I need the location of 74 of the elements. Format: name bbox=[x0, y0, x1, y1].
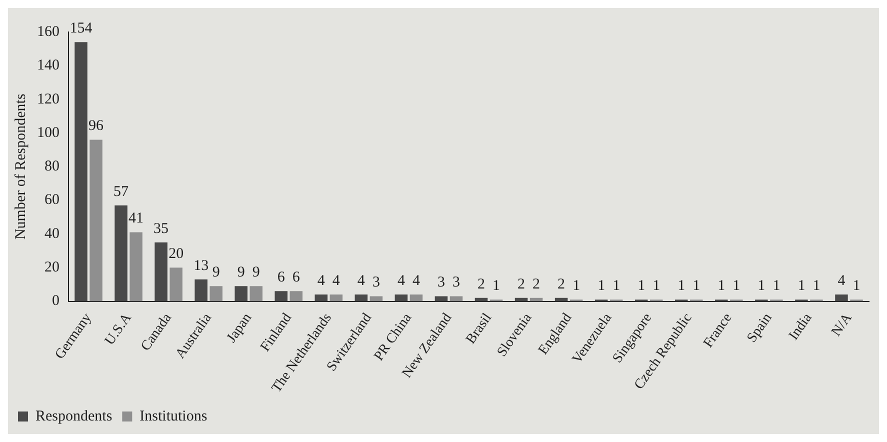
data-label: 2 bbox=[558, 276, 566, 292]
y-axis-title: Number of Respondents bbox=[12, 94, 29, 240]
y-tick-label: 40 bbox=[44, 226, 60, 242]
data-label: 4 bbox=[838, 272, 846, 289]
data-label: 1 bbox=[718, 278, 726, 294]
y-tick-label: 100 bbox=[37, 124, 60, 141]
data-label: 1 bbox=[572, 278, 580, 294]
data-label: 1 bbox=[812, 278, 820, 294]
bar bbox=[74, 42, 88, 302]
bar bbox=[354, 294, 368, 302]
data-label: 57 bbox=[114, 184, 130, 200]
bar bbox=[330, 294, 343, 302]
data-label: 4 bbox=[412, 272, 420, 289]
bar bbox=[234, 286, 248, 302]
y-tick-label: 120 bbox=[37, 91, 60, 108]
y-tick-label: 80 bbox=[44, 158, 60, 175]
data-label: 1 bbox=[732, 278, 740, 294]
bar bbox=[835, 294, 848, 302]
data-label: 1 bbox=[798, 278, 806, 294]
bar bbox=[90, 140, 102, 302]
bar bbox=[194, 279, 208, 302]
y-tick-label: 160 bbox=[37, 24, 60, 40]
bar bbox=[130, 232, 142, 302]
bar bbox=[450, 296, 463, 302]
data-label: 1 bbox=[612, 278, 620, 294]
data-label: 1 bbox=[758, 278, 766, 294]
data-label: 20 bbox=[168, 246, 184, 262]
data-label: 96 bbox=[88, 118, 104, 134]
data-label: 9 bbox=[237, 264, 245, 281]
bar bbox=[434, 296, 448, 302]
bar bbox=[274, 291, 288, 302]
data-label: 9 bbox=[212, 264, 220, 281]
data-label: 3 bbox=[437, 274, 445, 291]
legend-label: Institutions bbox=[140, 408, 208, 424]
bar bbox=[290, 291, 303, 302]
data-label: 154 bbox=[70, 20, 93, 37]
y-tick-label: 60 bbox=[44, 192, 60, 208]
data-label: 9 bbox=[252, 264, 260, 281]
x-tick-label: N/A bbox=[829, 310, 856, 340]
data-label: 6 bbox=[292, 270, 300, 286]
data-label: 4 bbox=[317, 272, 326, 289]
data-label: 1 bbox=[652, 278, 660, 294]
bar bbox=[210, 286, 222, 302]
bar bbox=[410, 294, 423, 302]
bar bbox=[314, 294, 328, 302]
bar bbox=[370, 296, 383, 302]
data-label: 1 bbox=[492, 278, 500, 294]
y-tick-label: 20 bbox=[44, 260, 60, 276]
y-tick-label: 0 bbox=[52, 293, 60, 310]
data-label: 41 bbox=[128, 210, 144, 227]
data-label: 1 bbox=[772, 278, 780, 294]
data-label: 3 bbox=[452, 274, 460, 291]
data-label: 1 bbox=[852, 278, 860, 294]
bar bbox=[170, 268, 182, 302]
data-label: 1 bbox=[598, 278, 606, 294]
data-label: 4 bbox=[332, 272, 340, 289]
data-label: 1 bbox=[692, 278, 700, 294]
data-label: 6 bbox=[277, 270, 286, 286]
data-label: 35 bbox=[154, 220, 169, 237]
data-label: 13 bbox=[194, 258, 209, 274]
bar bbox=[394, 294, 408, 302]
legend-label: Respondents bbox=[36, 408, 112, 424]
y-tick-label: 140 bbox=[37, 58, 60, 74]
data-label: 2 bbox=[532, 276, 540, 292]
data-label: 4 bbox=[357, 272, 366, 289]
data-label: 2 bbox=[478, 276, 486, 292]
bar bbox=[114, 205, 128, 302]
data-label: 4 bbox=[397, 272, 406, 289]
data-label: 3 bbox=[372, 274, 380, 291]
data-label: 1 bbox=[638, 278, 646, 294]
data-label: 2 bbox=[518, 276, 526, 292]
bar bbox=[250, 286, 262, 302]
bar bbox=[154, 242, 168, 302]
data-label: 1 bbox=[678, 278, 686, 294]
